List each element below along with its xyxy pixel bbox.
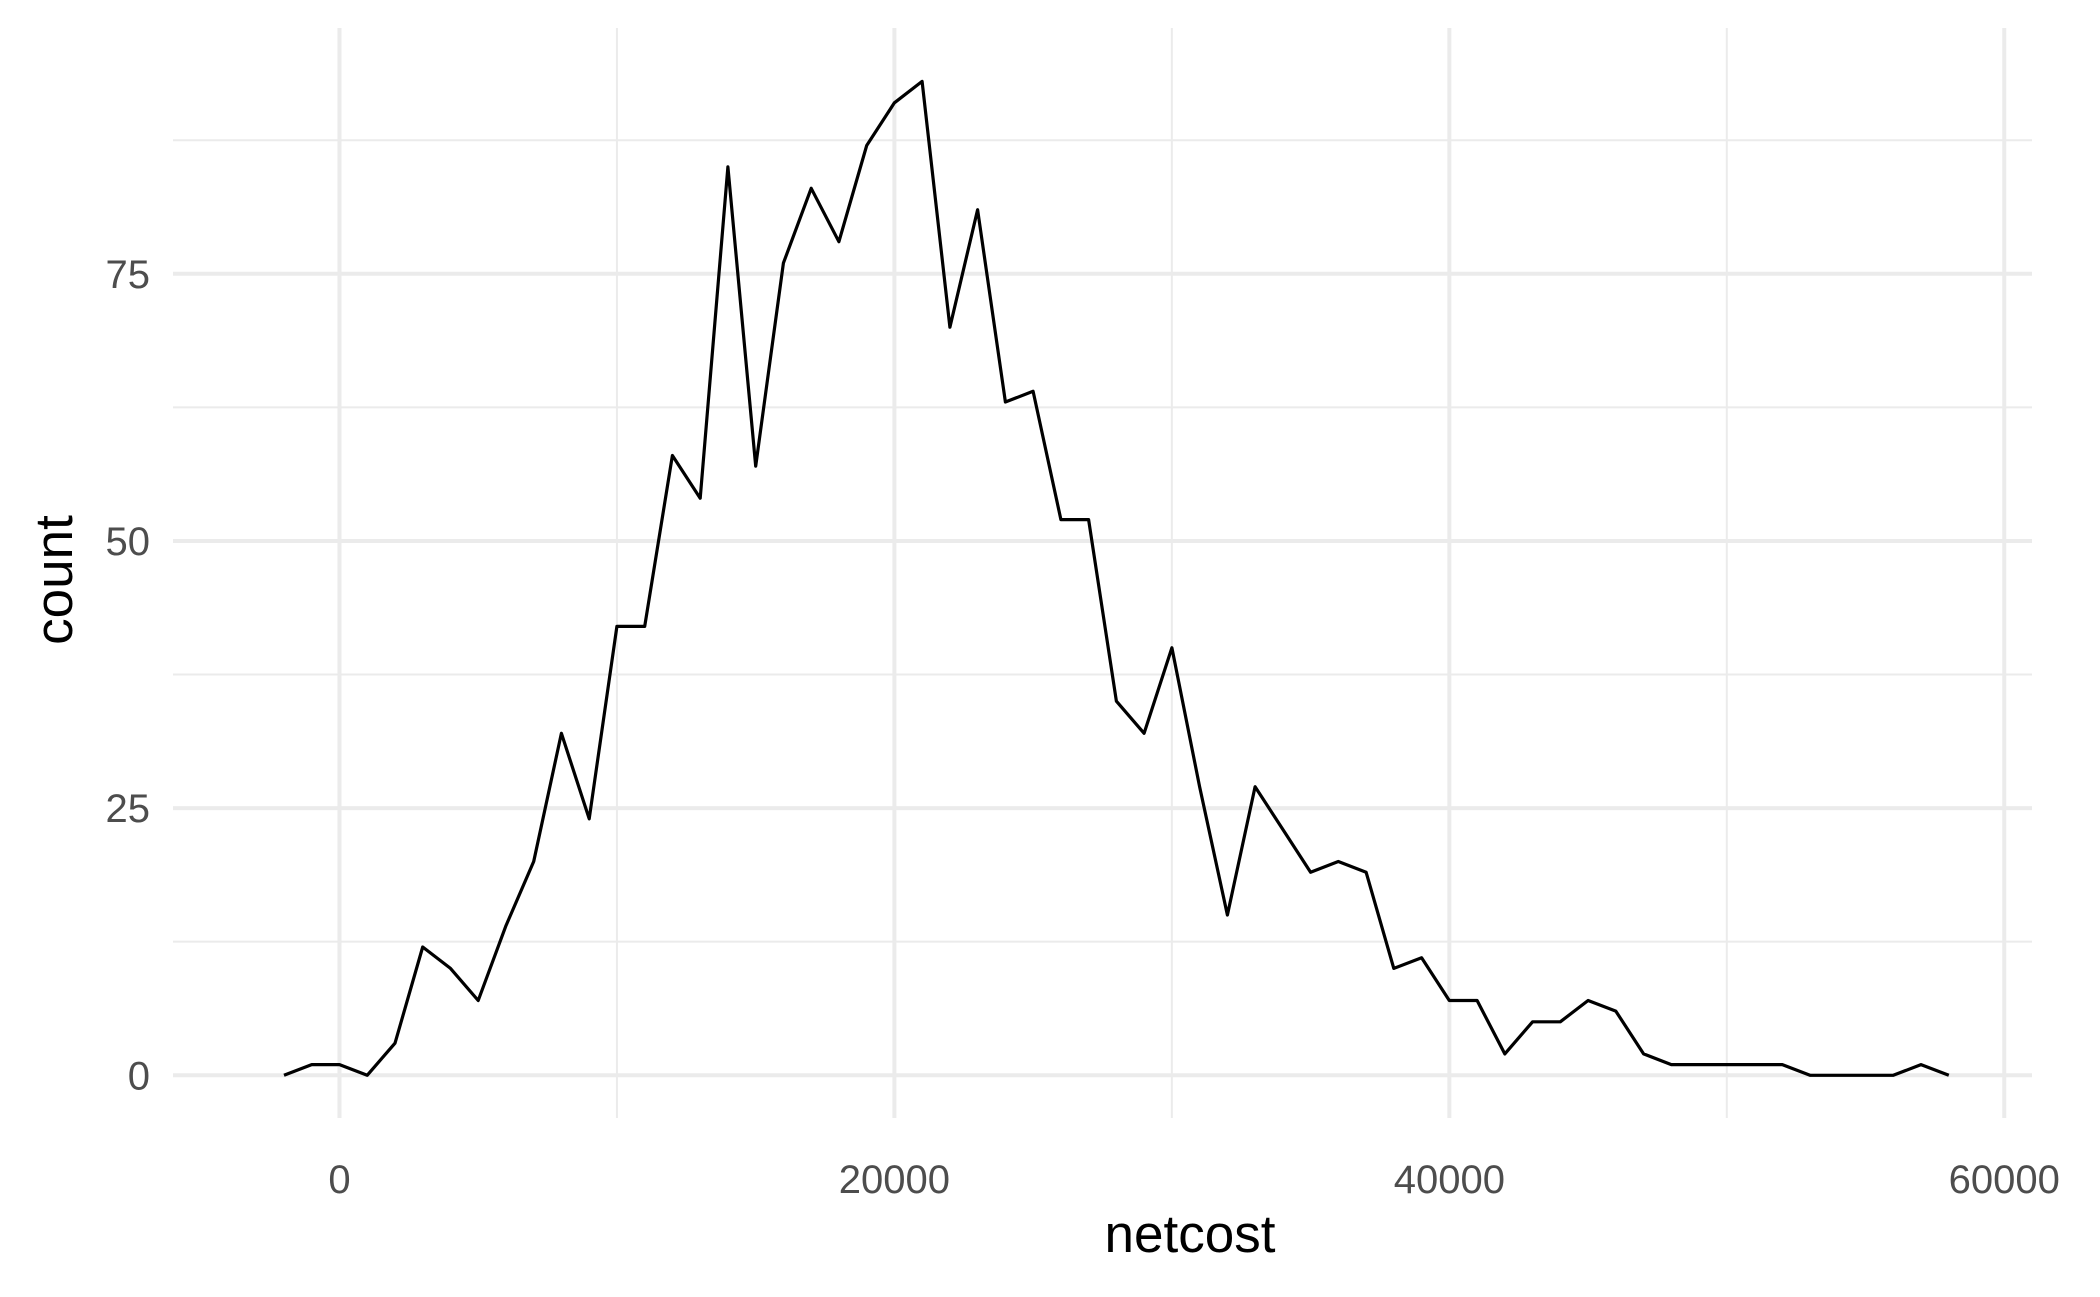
series-line [283, 79, 1950, 1077]
x-tick-label: 0 [328, 1158, 350, 1202]
y-tick-label: 75 [106, 253, 151, 297]
y-tick-label: 0 [128, 1054, 150, 1098]
x-tick-label: 20000 [839, 1158, 950, 1202]
data-series [283, 79, 1950, 1077]
y-axis-title: count [25, 515, 84, 645]
x-tick-label: 60000 [1949, 1158, 2060, 1202]
tick-labels: 0 20000 40000 60000 0 25 50 75 [106, 253, 2060, 1202]
minor-gridlines [173, 28, 2032, 1118]
x-axis-title: netcost [1105, 1205, 1276, 1264]
x-tick-label: 40000 [1394, 1158, 1505, 1202]
y-tick-label: 50 [106, 520, 151, 564]
y-tick-label: 25 [106, 787, 151, 831]
major-gridlines [173, 28, 2032, 1118]
